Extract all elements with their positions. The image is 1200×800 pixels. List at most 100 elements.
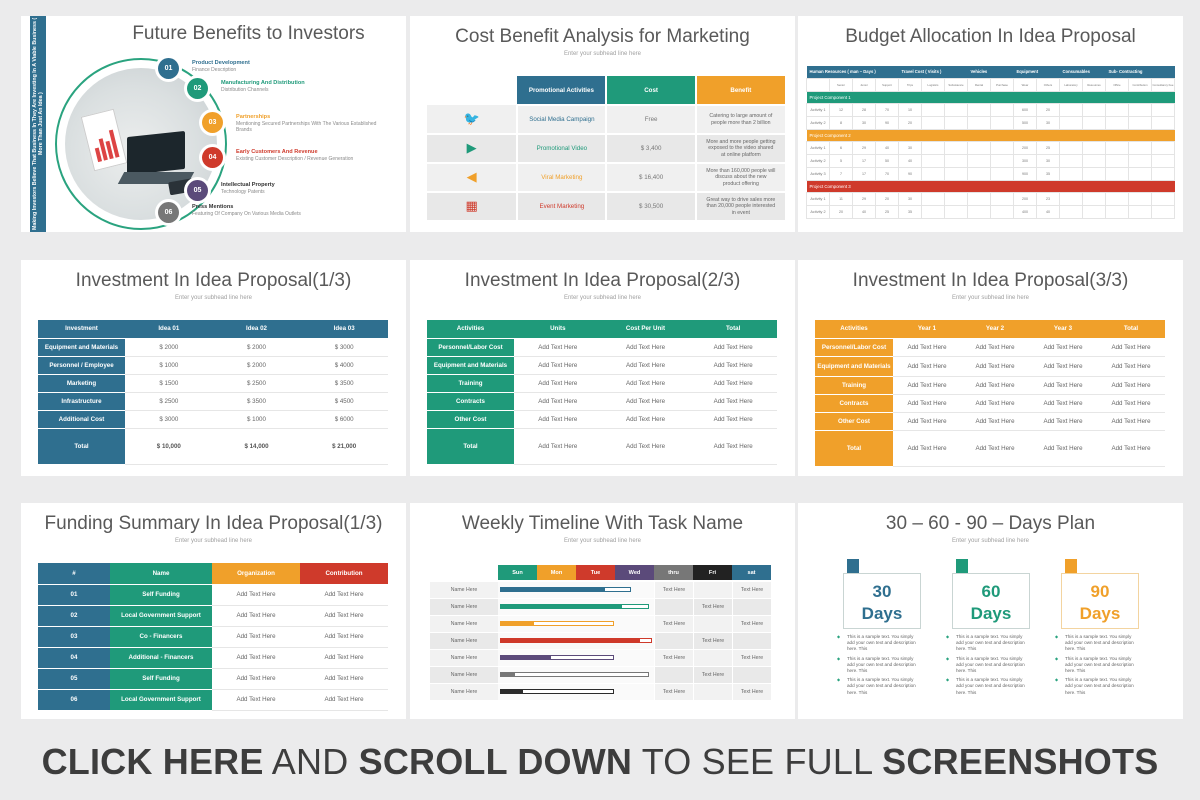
budget-cell: 600 <box>1013 102 1037 117</box>
sub-header: Senior <box>829 77 853 92</box>
row-label: Personnel/Labor Cost <box>815 338 893 357</box>
activity-row: Activity 2 20 40 25 35 400 40 <box>806 204 1175 219</box>
benefit-line: than 20,000 people interested <box>706 203 776 210</box>
budget-cell <box>944 115 968 130</box>
header-row: Investment Idea 01 Idea 02 Idea 03 <box>38 320 388 339</box>
benefit-description: Featuring Of Company On Various Media Ou… <box>192 211 301 217</box>
budget-cell <box>967 102 991 117</box>
table-cell: Add Text Here <box>212 668 300 690</box>
day-header: sat <box>732 565 771 580</box>
cta-click-here[interactable]: CLICK HERE <box>41 741 264 782</box>
budget-cell: 28 <box>852 102 876 117</box>
header-row: Activities Year 1 Year 2 Year 3 Total <box>815 320 1165 339</box>
budget-cell: 40 <box>852 204 876 219</box>
table-cell: Add Text Here <box>601 356 690 375</box>
budget-cell <box>921 102 945 117</box>
day-note <box>693 616 732 632</box>
table-row: Personnel / Employee $ 1000 $ 2000 $ 4000 <box>38 356 388 375</box>
funding-name: Self Funding <box>110 584 212 606</box>
plan-bullet: This is a sample text. You simply add yo… <box>1055 634 1137 653</box>
budget-cell: 17 <box>852 153 876 168</box>
benefit-line: discuss about the new <box>715 174 767 181</box>
budget-cell <box>967 191 991 206</box>
task-bar-progress <box>500 621 535 626</box>
day-note <box>654 633 693 649</box>
funding-table: # Name Organization Contribution 01 Self Fund… <box>38 563 388 711</box>
budget-cell: Activity 2 <box>806 153 830 168</box>
table-cell: Add Text Here <box>300 605 388 627</box>
budget-cell <box>1151 140 1175 155</box>
column-header: Idea 02 <box>212 320 301 339</box>
slide-investment-1[interactable]: Investment In Idea Proposal(1/3) Enter y… <box>21 260 406 476</box>
budget-cell <box>1151 166 1175 181</box>
budget-cell: 6 <box>829 140 853 155</box>
table-row: Training Add Text Here Add Text Here Add Te… <box>815 376 1165 395</box>
activity-cell: Promotional Video <box>517 134 608 164</box>
table-row: Total $ 10,000 $ 14,000 $ 21,000 <box>38 428 388 465</box>
table-cell: Add Text Here <box>1029 412 1097 431</box>
table-cell: $ 2500 <box>212 374 301 393</box>
day-header: Mon <box>537 565 576 580</box>
budget-cell <box>1059 153 1083 168</box>
component-label: Project Component 3 <box>806 180 1175 192</box>
table-row: Personnel/Labor Cost Add Text Here Add Tex… <box>815 338 1165 357</box>
budget-cell: 20 <box>875 191 899 206</box>
task-bar-track <box>500 672 649 677</box>
day-note: Text Here <box>654 684 693 700</box>
benefit-description: Existing Customer Description / Revenue … <box>236 156 354 162</box>
table-cell: $ 3500 <box>300 374 388 393</box>
table-cell: Add Text Here <box>1097 394 1165 413</box>
slide-budget-allocation[interactable]: Budget Allocation In Idea Proposal Human… <box>798 16 1183 232</box>
budget-cell <box>944 191 968 206</box>
table-row: Infrastructure $ 2500 $ 3500 $ 4500 <box>38 392 388 411</box>
budget-cell <box>967 166 991 181</box>
budget-cell: 30 <box>1036 153 1060 168</box>
slide-days-plan[interactable]: 30 – 60 - 90 – Days Plan Enter your subh… <box>798 503 1183 719</box>
funding-name: Self Funding <box>110 668 212 690</box>
table-cell: Add Text Here <box>689 410 777 429</box>
table-row: Equipment and Materials Add Text Here Add … <box>815 356 1165 377</box>
sub-header: Office <box>1105 77 1129 92</box>
budget-cell: 17 <box>852 166 876 181</box>
budget-cell: 30 <box>1036 115 1060 130</box>
budget-cell <box>1128 102 1152 117</box>
column-header: Idea 03 <box>300 320 388 339</box>
budget-cell <box>1082 153 1106 168</box>
table-row: 01 Self Funding Add Text Here Add Text Here <box>38 584 388 606</box>
column-header: Activities <box>815 320 893 339</box>
slide-cost-benefit[interactable]: Cost Benefit Analysis for Marketing Ente… <box>410 16 795 232</box>
budget-cell <box>1105 204 1129 219</box>
day-note: Text Here <box>693 599 732 615</box>
sub-header: Others <box>1036 77 1060 92</box>
cta-banner[interactable]: CLICK HERE AND SCROLL DOWN TO SEE FULL S… <box>41 741 1159 782</box>
budget-cell: 900 <box>1013 166 1037 181</box>
benefit-description: Finance Description <box>192 67 237 73</box>
column-header: Year 1 <box>893 320 961 339</box>
budget-cell <box>990 140 1014 155</box>
table-cell: Add Text Here <box>514 392 602 411</box>
benefit-description: Distribution Channels <box>221 87 269 93</box>
funding-name: Co - Financers <box>110 626 212 648</box>
task-name: Name Here <box>430 582 498 598</box>
step-number-badge: 06 <box>158 202 179 223</box>
row-label: Personnel/Labor Cost <box>427 338 514 357</box>
budget-cell <box>1151 115 1175 130</box>
slide-weekly-timeline[interactable]: Weekly Timeline With Task Name Enter you… <box>410 503 795 719</box>
column-header: Cost Per Unit <box>601 320 690 339</box>
day-note <box>732 667 771 683</box>
budget-cell: 70 <box>875 166 899 181</box>
slide-investment-2[interactable]: Investment In Idea Proposal(2/3) Enter y… <box>410 260 795 476</box>
budget-cell <box>1082 140 1106 155</box>
budget-cell <box>1082 191 1106 206</box>
slide-future-benefits[interactable]: Future Benefits to Investors Making Inve… <box>21 16 406 232</box>
table-cell: Add Text Here <box>514 428 602 465</box>
slide-investment-3[interactable]: Investment In Idea Proposal(3/3) Enter y… <box>798 260 1183 476</box>
cost-cell: Free <box>606 105 697 135</box>
icon-cell: 🐦 <box>427 105 519 135</box>
table-cell: Add Text Here <box>601 428 690 465</box>
slide-funding-summary[interactable]: Funding Summary In Idea Proposal(1/3) En… <box>21 503 406 719</box>
table-cell: $ 1000 <box>125 356 213 375</box>
budget-cell <box>1105 115 1129 130</box>
plan-days-label: Days <box>1079 604 1121 623</box>
table-cell: Add Text Here <box>601 410 690 429</box>
